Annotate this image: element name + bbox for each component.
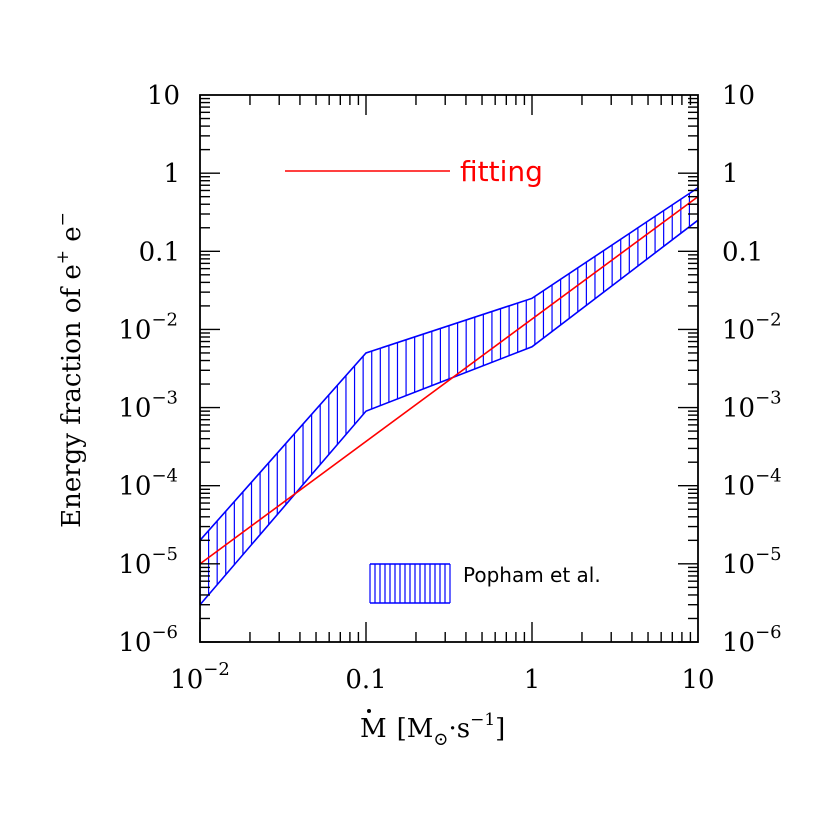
y-tick-label-right: 10: [722, 81, 755, 111]
x-axis-title-text: M [M⊙·s−1]: [360, 710, 505, 750]
y-tick-label-right: 0.1: [722, 237, 763, 267]
axes: [199, 94, 699, 643]
y-tick-label-left: 10−4: [118, 466, 178, 502]
plot-frame: [199, 94, 699, 643]
y-tick-label-left: 10−6: [118, 622, 178, 658]
y-tick-label-right: 10−6: [722, 622, 782, 658]
x-tick-label: 0.1: [345, 665, 386, 695]
fitting-line: [199, 196, 699, 565]
x-axis-title-dot: [367, 709, 371, 713]
ticks: [199, 95, 698, 643]
x-tick-label: 10: [681, 665, 714, 695]
y-axis-title-text: Energy fraction of e+ e−: [53, 212, 87, 528]
y-tick-label-left: 1: [163, 159, 180, 189]
y-tick-label-right: 10−3: [722, 388, 782, 424]
y-tick-label-right: 10−4: [722, 466, 782, 502]
legend-popham-label: Popham et al.: [463, 563, 601, 587]
legend-fitting-label: fitting: [460, 155, 543, 188]
x-tick-label: 10−2: [170, 659, 230, 695]
tick-labels: 10−2 0.1 1 10 10 10 1 1 0.1 0.1 10−2 10−2 10−3 10−3 10…: [118, 81, 781, 695]
y-tick-label-right: 1: [722, 159, 739, 189]
y-tick-label-right: 10−2: [722, 309, 782, 345]
y-axis-title: Energy fraction of e+ e−: [53, 212, 87, 528]
band-lower-edge: [199, 219, 699, 606]
x-tick-label: 1: [524, 665, 541, 695]
fitting-series: [199, 196, 699, 565]
y-tick-label-left: 10−3: [118, 388, 178, 424]
band-upper-edge: [199, 187, 699, 541]
y-tick-label-right: 10−5: [722, 544, 782, 580]
popham-band: [199, 187, 699, 606]
y-tick-label-left: 0.1: [139, 237, 180, 267]
legend-fitting: fitting: [285, 155, 543, 188]
x-axis-title: M [M⊙·s−1]: [360, 709, 505, 750]
y-tick-label-left: 10−5: [118, 544, 178, 580]
y-tick-label-left: 10−2: [118, 309, 178, 345]
y-tick-label-left: 10: [147, 81, 180, 111]
legend-popham: Popham et al.: [369, 563, 601, 604]
